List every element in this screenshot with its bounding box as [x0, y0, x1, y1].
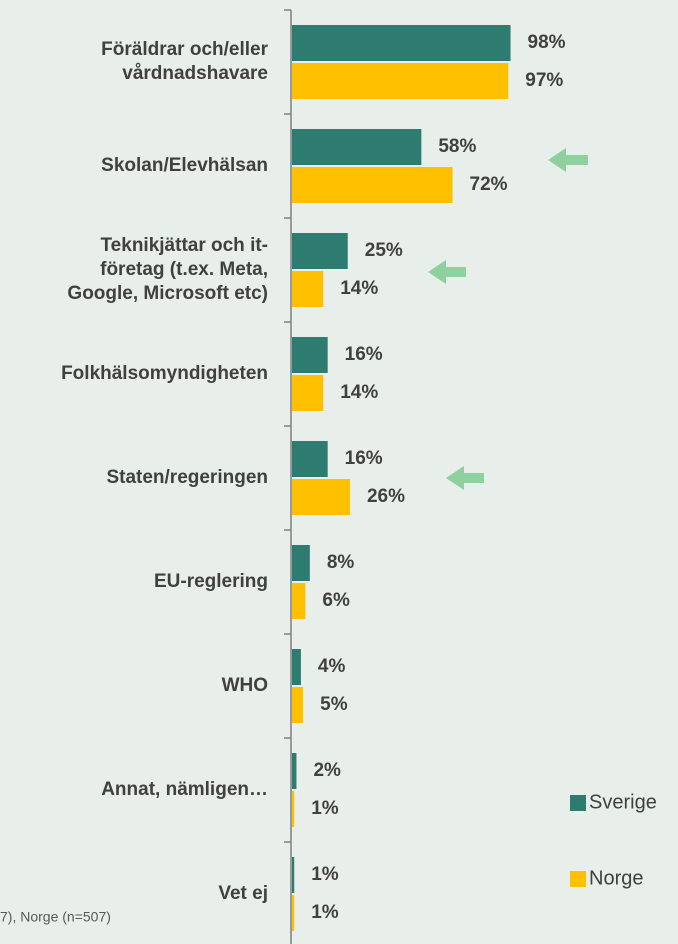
bar	[292, 271, 324, 307]
arrow	[446, 466, 484, 490]
footnote: 7), Norge (n=507)	[0, 909, 111, 925]
bar	[292, 129, 422, 165]
arrows	[428, 148, 588, 490]
bar	[292, 25, 511, 61]
category-label: Föräldrar och/eller vårdnadshavare	[101, 39, 268, 84]
bar	[292, 441, 328, 477]
value-label: 16%	[345, 448, 383, 469]
bar	[292, 895, 295, 931]
category-label: WHO	[221, 675, 268, 696]
category-label: Staten/regeringen	[106, 467, 268, 488]
category-label: Annat, nämligen…	[101, 779, 268, 800]
bar	[292, 791, 295, 827]
legend-swatch	[570, 795, 586, 811]
value-label: 97%	[525, 70, 563, 91]
value-label: 16%	[345, 344, 383, 365]
legend-label: Sverige	[589, 791, 657, 813]
value-label: 72%	[470, 174, 508, 195]
value-label: 25%	[365, 240, 403, 261]
value-label: 14%	[340, 382, 378, 403]
value-label: 1%	[311, 798, 339, 819]
value-label: 1%	[311, 864, 339, 885]
bar	[292, 479, 350, 515]
value-label: 98%	[528, 32, 566, 53]
category-label: Skolan/Elevhälsan	[101, 155, 268, 176]
legend-swatch	[570, 871, 586, 887]
value-label: 4%	[318, 656, 346, 677]
value-label: 5%	[320, 694, 348, 715]
legend-label: Norge	[589, 867, 643, 889]
value-label: 1%	[311, 902, 339, 923]
bar	[292, 583, 306, 619]
category-label: Folkhälsomyndigheten	[61, 363, 268, 384]
bar	[292, 337, 328, 373]
arrow	[428, 260, 466, 284]
bar	[292, 687, 304, 723]
value-label: 14%	[340, 278, 378, 299]
category-label: EU-reglering	[153, 571, 268, 592]
bar	[292, 545, 310, 581]
value-label: 58%	[438, 136, 476, 157]
value-label: 6%	[322, 590, 350, 611]
value-label: 26%	[367, 486, 405, 507]
bar	[292, 167, 453, 203]
bar	[292, 649, 301, 685]
bar	[292, 233, 348, 269]
value-label: 8%	[327, 552, 355, 573]
category-label: Vet ej	[218, 883, 268, 904]
bar	[292, 857, 295, 893]
category-label: Teknikjättar och it- företag (t.ex. Meta…	[67, 235, 268, 304]
bar	[292, 375, 324, 411]
bar	[292, 753, 297, 789]
bar	[292, 63, 509, 99]
arrow	[548, 148, 588, 172]
value-label: 2%	[313, 760, 341, 781]
